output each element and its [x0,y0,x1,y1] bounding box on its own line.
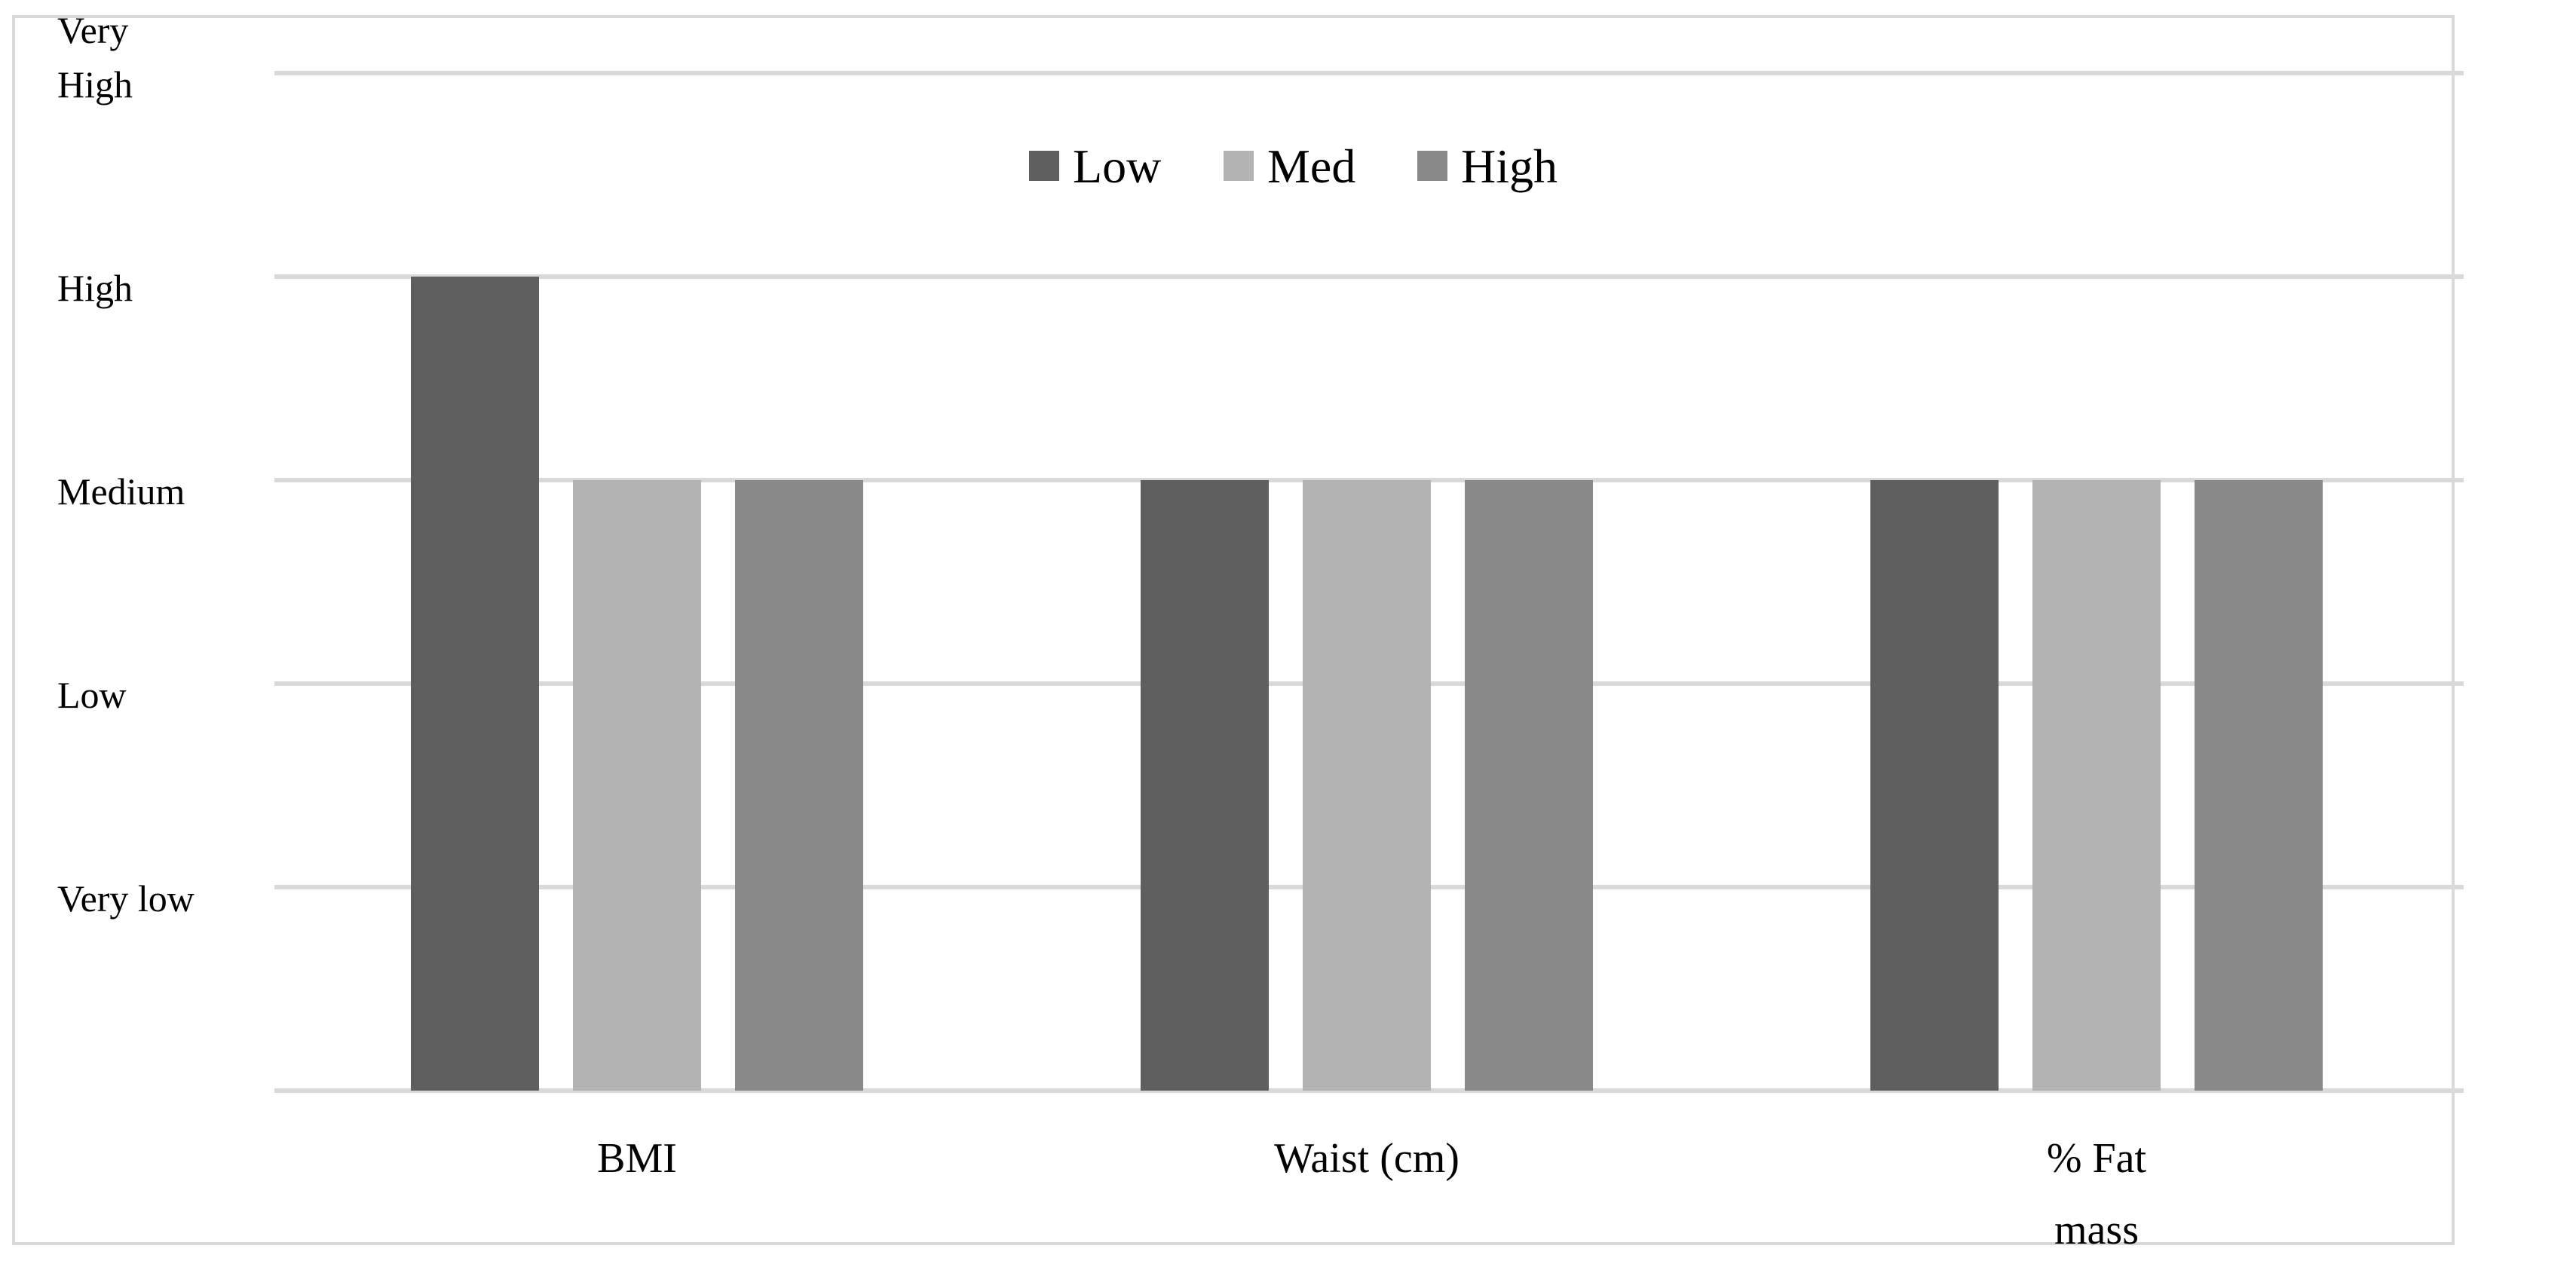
legend-label-med: Med [1267,139,1355,193]
y-tick-label-line: High [57,267,133,309]
y-tick-label-line: Very [57,9,128,51]
y-axis-labels: Very low Low Medium High Very High [57,9,195,920]
y-tick-label: Low [57,674,127,716]
bar-low-2 [1870,480,1999,1091]
legend-label-high: High [1461,139,1558,193]
x-tick-label-line: % Fat [2047,1135,2147,1182]
bar-low-1 [1141,480,1269,1091]
y-tick-label-line: Low [57,674,127,716]
legend: Low Med High [1029,139,1558,193]
x-tick-label-line: mass [2054,1207,2139,1253]
x-axis-labels: BMI Waist (cm) % Fat mass [597,1135,2146,1253]
x-tick-label-line: Waist (cm) [1274,1135,1460,1182]
bar-high-1 [1465,480,1593,1091]
y-tick-label-line: High [57,63,133,106]
bar-high-2 [2195,480,2323,1091]
bars [411,277,2323,1091]
legend-swatch-high [1417,151,1447,181]
legend-swatch-low [1029,151,1059,181]
y-tick-label-line: Medium [57,470,185,513]
x-tick-label: % Fat mass [2047,1135,2147,1253]
y-tick-label: High [57,267,133,309]
bar-high-0 [735,480,863,1091]
bar-low-0 [411,277,539,1091]
bar-med-1 [1303,480,1431,1091]
y-tick-label: Medium [57,470,185,513]
legend-label-low: Low [1073,139,1161,193]
x-tick-label: Waist (cm) [1274,1135,1460,1182]
x-tick-label: BMI [597,1135,677,1182]
y-tick-label-line: Very low [57,877,195,920]
y-tick-label: Very High [57,9,133,106]
bar-med-2 [2032,480,2161,1091]
legend-swatch-med [1224,151,1254,181]
y-tick-label: Very low [57,877,195,920]
x-tick-label-line: BMI [597,1135,677,1182]
bar-med-0 [573,480,701,1091]
